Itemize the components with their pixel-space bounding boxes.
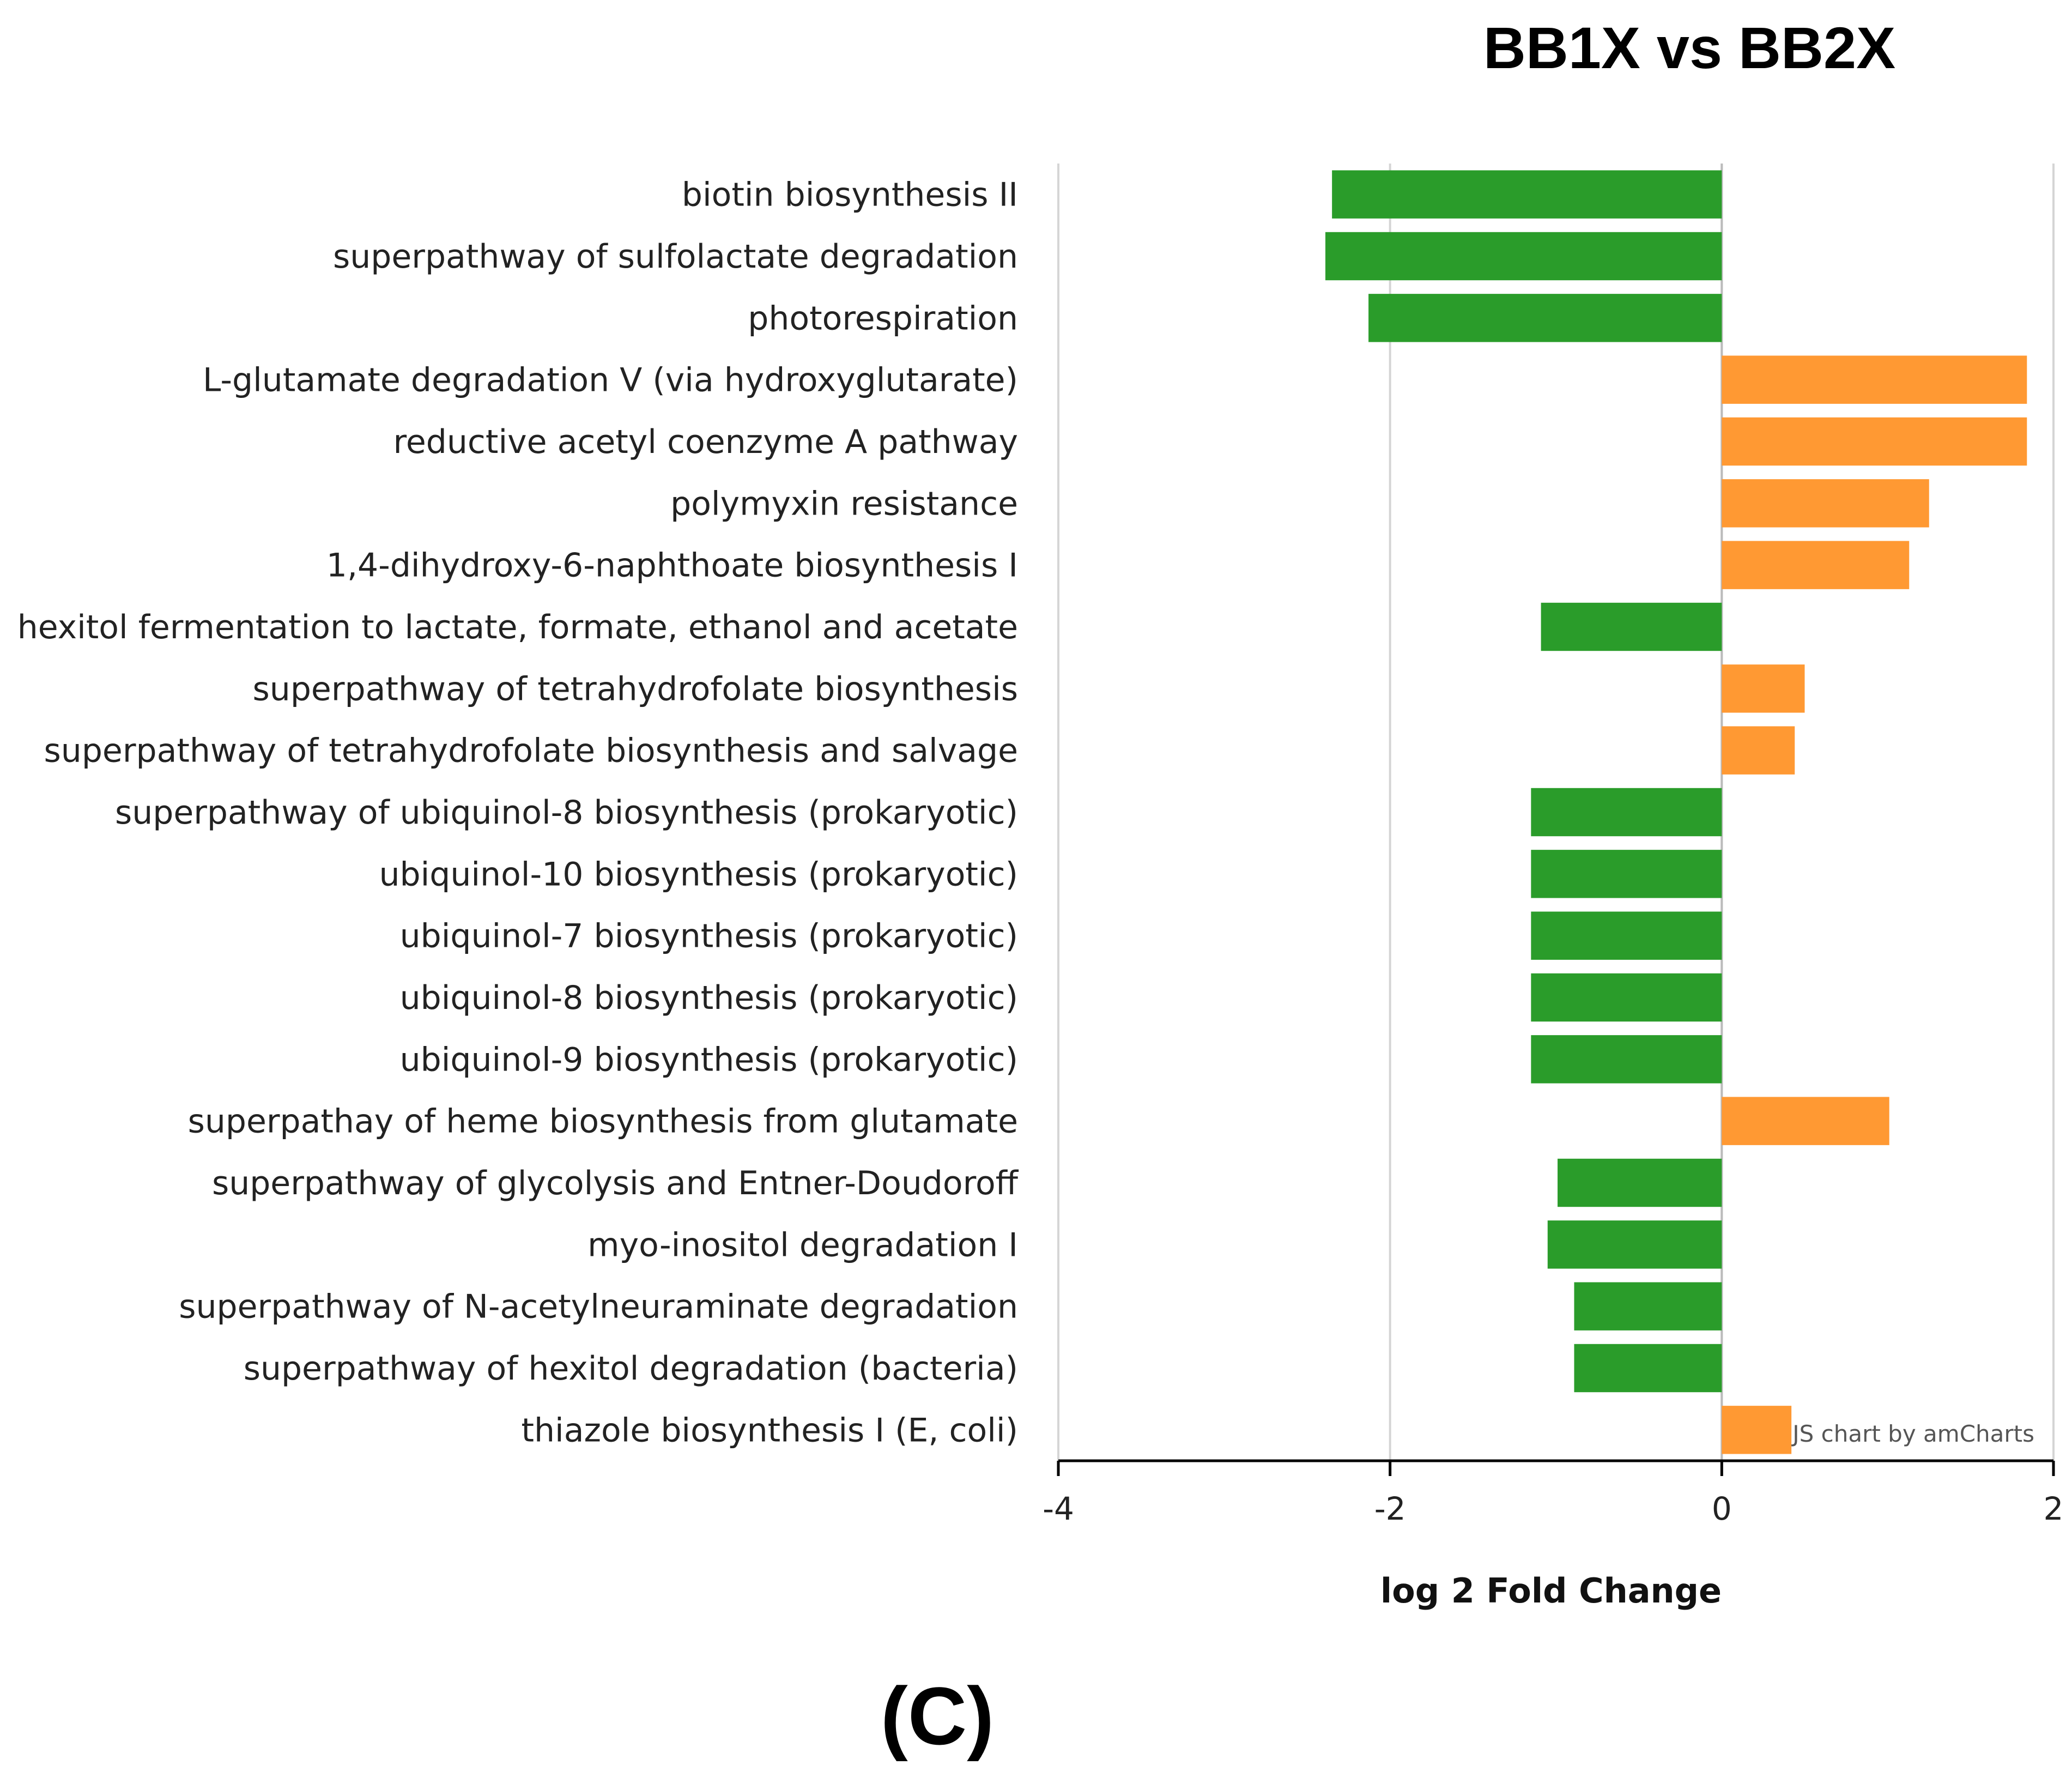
category-label-15: superpathay of heme biosynthesis from gl… — [188, 1103, 1018, 1141]
x-tick-label-0: -4 — [1043, 1490, 1074, 1527]
bar-18 — [1574, 1282, 1722, 1330]
x-tick-label-2: 0 — [1712, 1490, 1732, 1527]
bar-6 — [1722, 541, 1910, 589]
category-label-3: L-glutamate degradation V (via hydroxygl… — [203, 361, 1018, 400]
bar-11 — [1531, 850, 1722, 898]
category-label-17: myo-inositol degradation I — [587, 1226, 1018, 1264]
category-label-20: thiazole biosynthesis I (E, coli) — [521, 1411, 1018, 1449]
x-tick-label-3: 2 — [2044, 1490, 2064, 1527]
bar-17 — [1547, 1220, 1722, 1269]
category-label-7: hexitol fermentation to lactate, formate… — [17, 608, 1018, 646]
bar-8 — [1722, 664, 1805, 713]
category-label-0: biotin biosynthesis II — [682, 176, 1018, 214]
x-tick-label-1: -2 — [1374, 1490, 1406, 1527]
bar-15 — [1722, 1097, 1889, 1145]
bar-12 — [1531, 911, 1722, 960]
bar-0 — [1332, 170, 1722, 219]
category-label-11: ubiquinol-10 biosynthesis (prokaryotic) — [379, 855, 1018, 893]
bar-14 — [1531, 1035, 1722, 1084]
category-label-1: superpathway of sulfolactate degradation — [333, 238, 1018, 276]
bars — [1325, 170, 2027, 1454]
bar-9 — [1722, 726, 1795, 775]
panel-label: (C) — [881, 1670, 994, 1762]
bar-7 — [1541, 602, 1722, 651]
category-label-4: reductive acetyl coenzyme A pathway — [393, 423, 1018, 461]
bar-4 — [1722, 417, 2027, 466]
bar-19 — [1574, 1344, 1722, 1393]
category-label-6: 1,4-dihydroxy-6-naphthoate biosynthesis … — [326, 547, 1018, 585]
category-label-16: superpathway of glycolysis and Entner-Do… — [212, 1164, 1019, 1202]
bar-16 — [1558, 1158, 1722, 1207]
bar-13 — [1531, 973, 1722, 1022]
category-label-2: photorespiration — [748, 299, 1018, 337]
bar-3 — [1722, 355, 2027, 404]
x-axis-title: log 2 Fold Change — [1380, 1571, 1722, 1611]
category-label-18: superpathway of N-acetylneuraminate degr… — [179, 1288, 1018, 1326]
category-label-8: superpathway of tetrahydrofolate biosynt… — [253, 670, 1018, 708]
bar-5 — [1722, 479, 1929, 528]
chart-credit: JS chart by amCharts — [1791, 1420, 2034, 1447]
category-label-19: superpathway of hexitol degradation (bac… — [244, 1350, 1018, 1388]
category-label-13: ubiquinol-8 biosynthesis (prokaryotic) — [400, 979, 1018, 1017]
category-label-14: ubiquinol-9 biosynthesis (prokaryotic) — [400, 1041, 1018, 1079]
category-label-9: superpathway of tetrahydrofolate biosynt… — [44, 732, 1018, 770]
category-label-10: superpathway of ubiquinol-8 biosynthesis… — [115, 794, 1018, 832]
category-label-12: ubiquinol-7 biosynthesis (prokaryotic) — [400, 917, 1018, 955]
bar-20 — [1722, 1406, 1792, 1454]
bar-10 — [1531, 788, 1722, 837]
x-axis-ticks: -4 -2 0 2 — [1043, 1461, 2063, 1527]
bar-2 — [1368, 294, 1722, 342]
category-label-5: polymyxin resistance — [670, 485, 1018, 523]
chart-title: BB1X vs BB2X — [1483, 15, 1895, 81]
bar-1 — [1325, 232, 1722, 281]
category-labels: biotin biosynthesis II superpathway of su… — [17, 176, 1019, 1450]
